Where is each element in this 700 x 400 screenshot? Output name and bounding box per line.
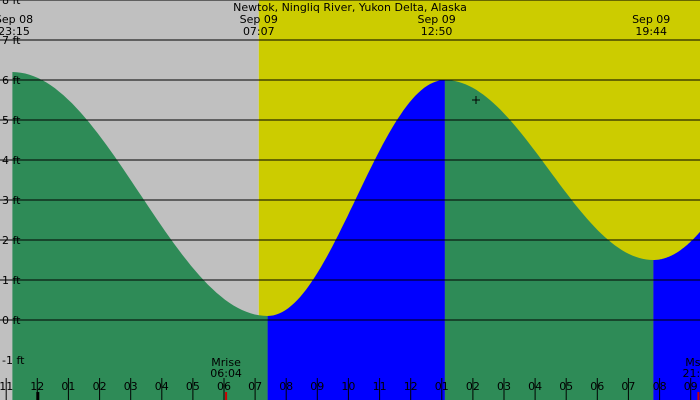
x-tick-label-10: 09 (310, 380, 324, 393)
y-tick-label-9: -1 ft (2, 354, 25, 367)
x-tick-label-17: 04 (528, 380, 542, 393)
x-tick-label-8: 07 (248, 380, 262, 393)
x-tick-label-4: 03 (124, 380, 138, 393)
moon-event-time-0: 06:04 (210, 367, 242, 380)
x-tick-label-15: 02 (466, 380, 480, 393)
x-tick-label-14: 01 (435, 380, 449, 393)
falling-tide-segment-0 (12, 72, 268, 400)
y-tick-label-3: 5 ft (2, 114, 21, 127)
y-tick-label-1: 7 ft (2, 34, 21, 47)
x-tick-label-3: 02 (93, 380, 107, 393)
y-tick-label-7: 1 ft (2, 274, 21, 287)
x-tick-label-12: 11 (373, 380, 387, 393)
chart-title: Newtok, Ningliq River, Yukon Delta, Alas… (233, 1, 467, 14)
extreme-date-2: Sep 09 (417, 13, 455, 26)
x-tick-label-1: 12 (30, 380, 44, 393)
current-marker (472, 96, 480, 104)
extreme-time-1: 07:07 (243, 25, 275, 38)
midnight-marker (36, 392, 40, 400)
x-tick-label-18: 05 (559, 380, 573, 393)
extreme-time-3: 19:44 (635, 25, 667, 38)
x-tick-label-21: 08 (653, 380, 667, 393)
y-tick-label-8: 0 ft (2, 314, 21, 327)
x-tick-label-0: 11 (0, 380, 13, 393)
x-tick-label-9: 08 (279, 380, 293, 393)
y-axis-labels: 8 ft 7 ft 6 ft 5 ft 4 ft 3 ft 2 ft 1 ft 0 ft -1 f… (2, 0, 25, 367)
x-tick-label-7: 06 (217, 380, 231, 393)
y-tick-label-0: 8 ft (2, 0, 21, 7)
x-tick-label-6: 05 (186, 380, 200, 393)
x-tick-label-19: 06 (590, 380, 604, 393)
x-tick-label-5: 04 (155, 380, 169, 393)
height-gridlines (0, 0, 700, 321)
extreme-date-0: Sep 08 (0, 13, 33, 26)
y-tick-label-4: 4 ft (2, 154, 21, 167)
moon-event-time-1: 21:15 (683, 367, 700, 380)
extreme-date-3: Sep 09 (632, 13, 670, 26)
x-tick-label-20: 07 (621, 380, 635, 393)
moon-event-name-1: Mset (685, 356, 700, 369)
x-tick-label-16: 03 (497, 380, 511, 393)
extreme-date-1: Sep 09 (240, 13, 278, 26)
extreme-time-2: 12:50 (421, 25, 453, 38)
x-tick-label-22: 09 (684, 380, 698, 393)
rising-tide-segment-3 (653, 231, 700, 400)
y-tick-label-5: 3 ft (2, 194, 21, 207)
x-tick-label-2: 01 (61, 380, 75, 393)
moon-event-name-0: Mrise (211, 356, 241, 369)
y-tick-label-6: 2 ft (2, 234, 21, 247)
x-tick-label-11: 10 (341, 380, 355, 393)
extreme-time-0: 23:15 (0, 25, 30, 38)
x-axis-ticks: 11 12 01 02 03 04 05 06 07 08 09 10 11 12 01 02 03 04 05 06… (0, 378, 698, 400)
y-tick-label-2: 6 ft (2, 74, 21, 87)
x-tick-label-13: 12 (404, 380, 418, 393)
